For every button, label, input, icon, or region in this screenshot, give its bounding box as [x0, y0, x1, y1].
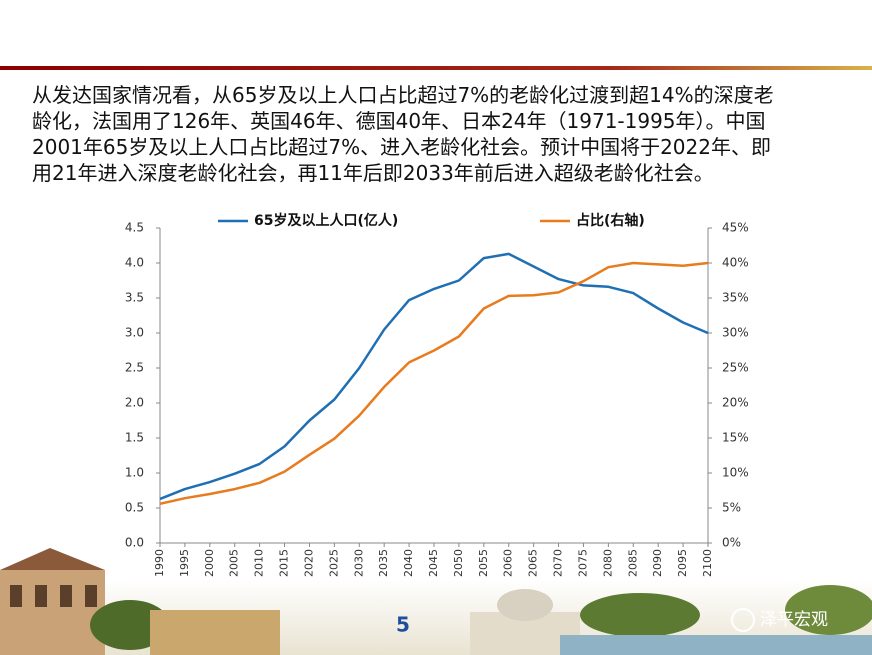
y2-tick-label: 25% — [722, 361, 749, 375]
x-tick-label: 2035 — [377, 549, 390, 577]
wechat-icon — [731, 608, 755, 632]
x-tick-label: 2100 — [701, 549, 714, 577]
series-line — [159, 252, 709, 501]
y-tick-label: 2.5 — [125, 361, 144, 375]
legend-label: 占比(右轴) — [576, 212, 645, 229]
paragraph-line: 从发达国家情况看，从65岁及以上人口占比超过7%的老龄化过渡到超14%的深度老 — [32, 83, 774, 107]
footer-scenery — [0, 548, 872, 655]
series-line — [159, 261, 709, 506]
page-number: 5 — [396, 613, 410, 637]
watermark: 泽平宏观 — [760, 610, 828, 630]
x-tick-label: 2010 — [253, 549, 266, 577]
y-tick-label: 1.5 — [125, 431, 144, 445]
x-tick-label: 2070 — [552, 549, 565, 577]
y2-tick-label: 35% — [722, 291, 749, 305]
y-tick-label: 0.5 — [125, 501, 144, 515]
x-tick-label: 2075 — [576, 549, 589, 577]
paragraph-line: 2001年65岁及以上人口占比超过7%、进入老龄化社会。预计中国将于2022年、… — [32, 135, 771, 159]
header-rule — [0, 66, 872, 70]
x-tick-label: 2055 — [477, 549, 490, 577]
x-tick-label: 1995 — [178, 549, 191, 577]
x-tick-label: 2065 — [527, 549, 540, 577]
paragraph: 从发达国家情况看，从65岁及以上人口占比超过7%的老龄化过渡到超14%的深度老 … — [32, 82, 774, 186]
y-tick-label: 0.0 — [125, 536, 144, 550]
y2-tick-label: 20% — [722, 396, 749, 410]
y2-tick-label: 5% — [722, 501, 741, 515]
y-tick-label: 3.0 — [125, 326, 144, 340]
x-tick-label: 2090 — [651, 549, 664, 577]
y2-tick-label: 0% — [722, 536, 741, 550]
x-tick-label: 2025 — [327, 549, 340, 577]
y2-tick-label: 45% — [722, 221, 749, 235]
x-tick-label: 2045 — [427, 549, 440, 577]
x-tick-label: 2030 — [352, 549, 365, 577]
x-tick-label: 2050 — [452, 549, 465, 577]
x-tick-label: 2080 — [601, 549, 614, 577]
y2-tick-label: 30% — [722, 326, 749, 340]
y2-tick-label: 15% — [722, 431, 749, 445]
x-tick-label: 1990 — [153, 549, 166, 577]
x-tick-label: 2015 — [278, 549, 291, 577]
y-tick-label: 3.5 — [125, 291, 144, 305]
x-tick-label: 2020 — [302, 549, 315, 577]
x-tick-label: 2095 — [676, 549, 689, 577]
y-tick-label: 1.0 — [125, 466, 144, 480]
paragraph-line: 龄化，法国用了126年、英国46年、德国40年、日本24年（1971-1995年… — [32, 109, 766, 133]
y-tick-label: 4.0 — [125, 256, 144, 270]
x-tick-label: 2040 — [402, 549, 415, 577]
legend-label: 65岁及以上人口(亿人) — [254, 212, 398, 229]
y-tick-label: 4.5 — [125, 221, 144, 235]
y2-tick-label: 10% — [722, 466, 749, 480]
y-tick-label: 2.0 — [125, 396, 144, 410]
x-tick-label: 2005 — [228, 549, 241, 577]
x-tick-label: 2000 — [203, 549, 216, 577]
x-tick-label: 2060 — [502, 549, 515, 577]
paragraph-line: 用21年进入深度老龄化社会，再11年后即2033年前后进入超级老龄化社会。 — [32, 161, 714, 185]
x-tick-label: 2085 — [626, 549, 639, 577]
y2-tick-label: 40% — [722, 256, 749, 270]
